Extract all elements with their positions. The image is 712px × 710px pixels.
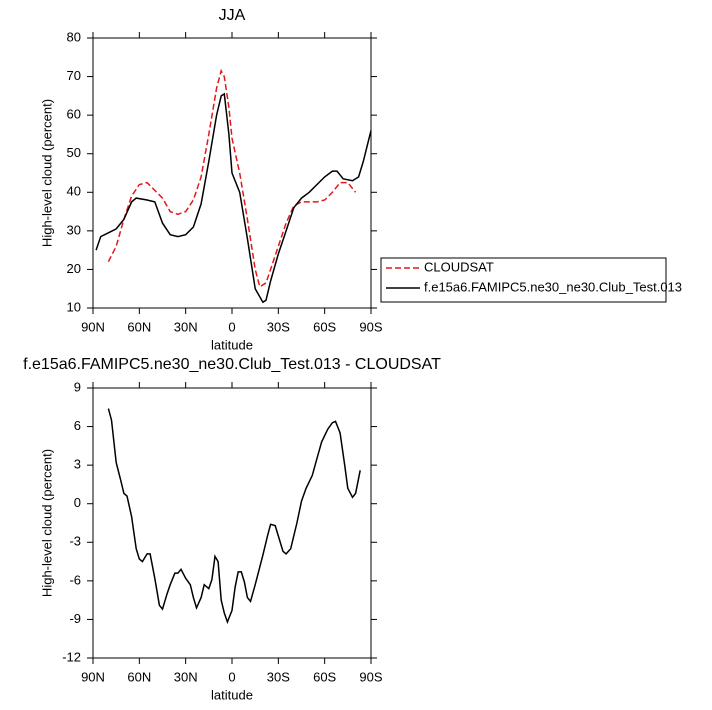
y-tick-label: 3 [74,457,81,472]
x-tick-label: 90N [81,669,105,684]
y-tick-label: 10 [67,299,81,314]
y-tick-label: -3 [69,534,81,549]
y-tick-label: 80 [67,29,81,44]
y-tick-label: 9 [74,379,81,394]
x-tick-label: 30S [267,319,290,334]
y-tick-label: 60 [67,107,81,122]
y-tick-label: 50 [67,145,81,160]
x-tick-label: 60S [313,669,336,684]
legend-label: CLOUDSAT [424,259,494,274]
x-tick-label: 60S [313,319,336,334]
data-line [95,92,372,304]
chart-title: f.e15a6.FAMIPC5.ne30_ne30.Club_Test.013 … [23,356,441,373]
x-tick-label: 30N [174,669,198,684]
x-tick-label: 90S [359,669,382,684]
legend-box [380,257,667,303]
x-tick-label: 60N [127,319,151,334]
x-tick-label: 30N [174,319,198,334]
x-tick-label: 0 [228,669,235,684]
x-tick-label: 60N [127,669,151,684]
y-tick-label: 20 [67,261,81,276]
data-line [107,68,357,288]
y-tick-label: 30 [67,222,81,237]
x-tick-label: 0 [228,319,235,334]
x-axis-label: latitude [211,687,253,702]
plot-frame [92,37,372,309]
x-axis-label: latitude [211,337,253,352]
y-tick-label: -9 [69,611,81,626]
y-tick-label: 6 [74,418,81,433]
y-tick-label: 40 [67,184,81,199]
y-tick-label: 0 [74,495,81,510]
x-tick-label: 30S [267,669,290,684]
chart-title: JJA [219,7,246,24]
y-tick-label: -6 [69,572,81,587]
y-axis-label: High-level cloud (percent) [39,449,54,597]
y-tick-label: 70 [67,68,81,83]
y-tick-label: -12 [62,649,81,664]
x-tick-label: 90N [81,319,105,334]
x-tick-label: 90S [359,319,382,334]
data-line [107,408,361,625]
y-axis-label: High-level cloud (percent) [39,99,54,247]
legend-label: f.e15a6.FAMIPC5.ne30_ne30.Club_Test.013 [424,279,682,294]
plot-frame [92,387,372,659]
